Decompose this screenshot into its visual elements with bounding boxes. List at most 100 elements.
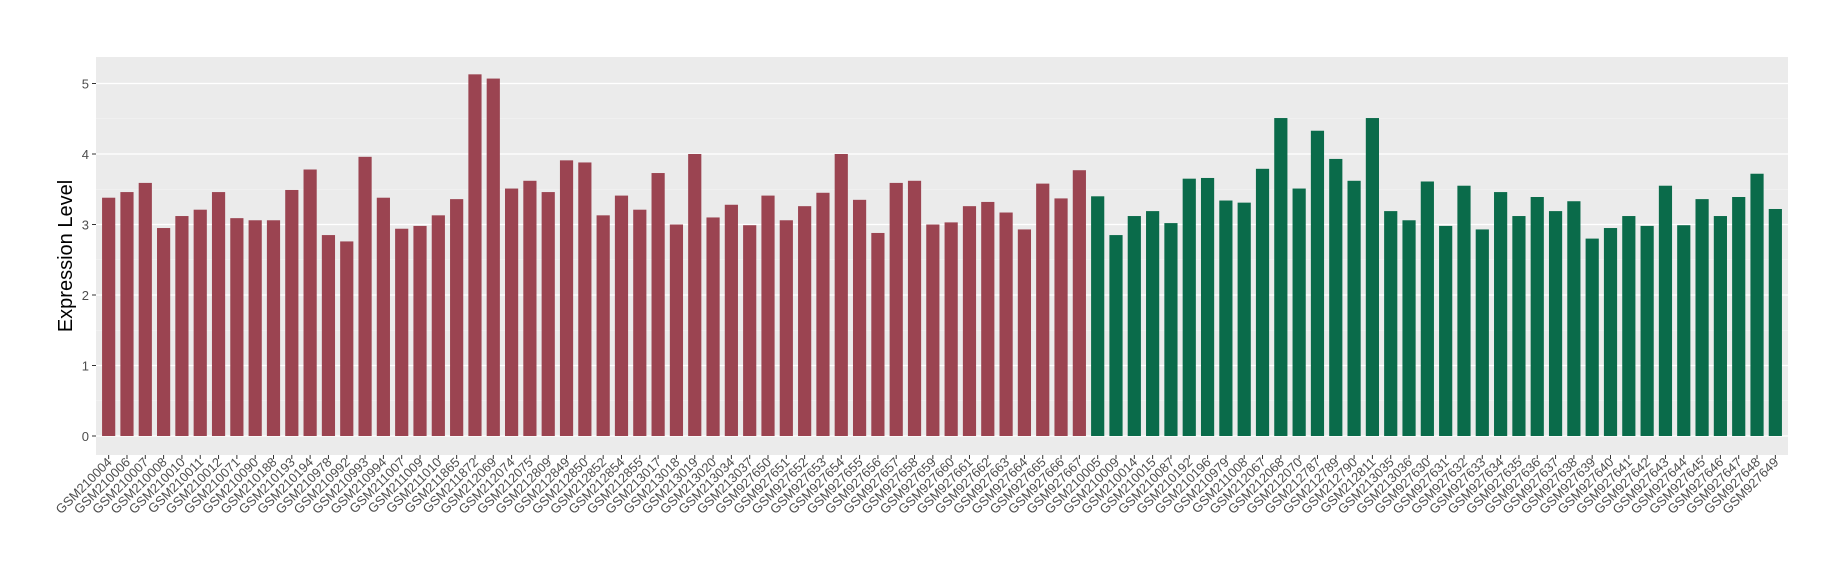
bar [706,217,720,436]
bar [1475,229,1489,436]
bar [779,220,793,436]
bar [157,228,171,436]
bar [1310,130,1325,437]
bar [523,180,537,436]
bar [431,215,445,436]
bar [761,195,775,436]
bar [578,162,592,436]
bar [1677,225,1691,436]
bars [102,74,1782,437]
bar [1237,202,1251,436]
bar [944,222,958,436]
bar [1548,211,1563,436]
bar [1384,211,1398,436]
bar [138,182,152,436]
bar [1127,216,1141,436]
y-tick-label: 1 [82,359,89,374]
bar [1329,158,1343,436]
bar [981,201,995,436]
y-tick-label: 3 [82,218,89,233]
bar [834,154,848,436]
bar [1750,173,1764,437]
bar [120,192,134,436]
bar [596,215,610,436]
bar [102,197,116,436]
bar [1512,216,1526,436]
bar [651,173,665,436]
bar [376,197,390,436]
bar [559,160,574,436]
bar [1146,211,1160,436]
bar [1494,192,1508,436]
y-axis-title: Expression Level [55,180,77,332]
bar [303,169,317,436]
bar [340,241,354,436]
bar [1347,180,1361,436]
bar [1072,170,1086,436]
bar [1439,225,1453,436]
bar [907,180,922,436]
bar [230,218,244,436]
bar [1292,188,1306,436]
bar [1255,168,1270,436]
bar [1457,185,1471,436]
bar [1530,197,1544,436]
y-tick-label: 2 [82,288,89,303]
bar [1200,177,1215,436]
bar [1622,216,1636,436]
bar [211,192,226,436]
bar [1713,216,1727,436]
y-tick-label: 4 [82,147,89,162]
bar [1695,199,1709,436]
bar [1109,235,1123,436]
bar [193,209,207,436]
bar [1603,228,1618,436]
bar [413,225,427,436]
bar [633,209,647,436]
bar [395,228,409,436]
bar [266,220,281,436]
bar [1585,238,1599,436]
bar [504,188,519,436]
bar [889,182,903,436]
bar [816,192,830,436]
bar [1036,183,1050,436]
bar [688,154,702,436]
bar [614,195,629,436]
bar [999,212,1013,436]
bar [1640,225,1654,436]
bar [852,199,867,436]
bar [285,189,299,436]
bar [541,192,555,436]
bar [724,204,738,436]
bar [798,206,812,436]
bar [1017,229,1032,436]
bar [1054,198,1068,436]
bar [468,74,482,437]
bar [1768,208,1782,436]
y-tick-label: 5 [82,77,89,92]
bar [1732,197,1746,436]
bar [175,216,189,436]
bar [669,224,684,436]
bar [1658,185,1673,436]
bar [248,220,262,436]
bar [1164,223,1178,436]
bar [1219,200,1233,436]
bar [450,199,464,436]
y-tick-label: 0 [82,429,89,444]
bar [321,235,336,436]
bar [1365,118,1380,437]
bar [743,225,757,436]
bar [1402,220,1416,436]
bar [1182,178,1196,437]
bar [358,156,372,436]
bar [1274,118,1288,437]
x-axis: GSM210004GSM210006GSM210007GSM210008GSM2… [53,455,1782,517]
bar [1091,196,1105,436]
bar [871,232,885,436]
bar [926,224,940,436]
bar [962,206,977,436]
y-axis: 0 1 2 3 4 5 [82,77,96,444]
